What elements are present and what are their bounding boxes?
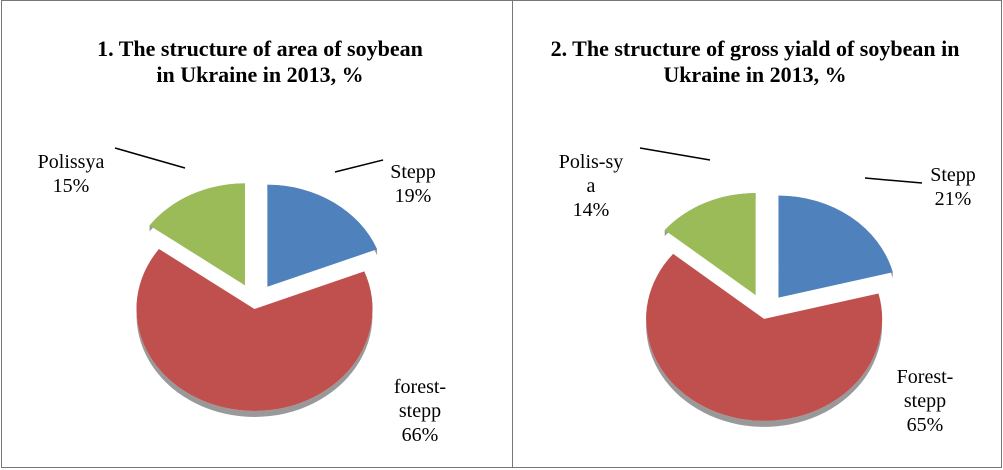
pie-slice	[267, 184, 378, 287]
slice-value-label: 15%	[52, 175, 90, 197]
pie-slice	[646, 253, 883, 421]
pie-slice	[149, 183, 246, 286]
leader-line	[334, 159, 384, 173]
slice-label: Forest-stepp	[896, 366, 954, 412]
slice-value-label: 19%	[394, 185, 432, 207]
slice-value-label: 21%	[934, 188, 972, 210]
slice-value-label: 66%	[401, 424, 439, 446]
slice-label: Polissya	[37, 151, 105, 173]
leader-line	[114, 147, 186, 169]
pie-slice	[136, 249, 373, 411]
leader-line	[864, 177, 923, 184]
chart-title: 2. The structure of gross yiald of soybe…	[550, 36, 960, 87]
table-cell	[512, 0, 1002, 468]
slice-value-label: 65%	[906, 414, 944, 436]
slice-label: Stepp	[930, 164, 976, 186]
pie-slice	[664, 193, 756, 296]
pie-slice	[778, 195, 893, 298]
slice-label: forest-stepp	[393, 376, 447, 422]
slice-value-label: 14%	[572, 199, 610, 221]
slice-label: Stepp	[390, 161, 436, 183]
chart-title: 1. The structure of area of soybean in U…	[97, 36, 423, 87]
slice-label: Polis-sya	[558, 151, 624, 197]
leader-line	[639, 147, 711, 161]
